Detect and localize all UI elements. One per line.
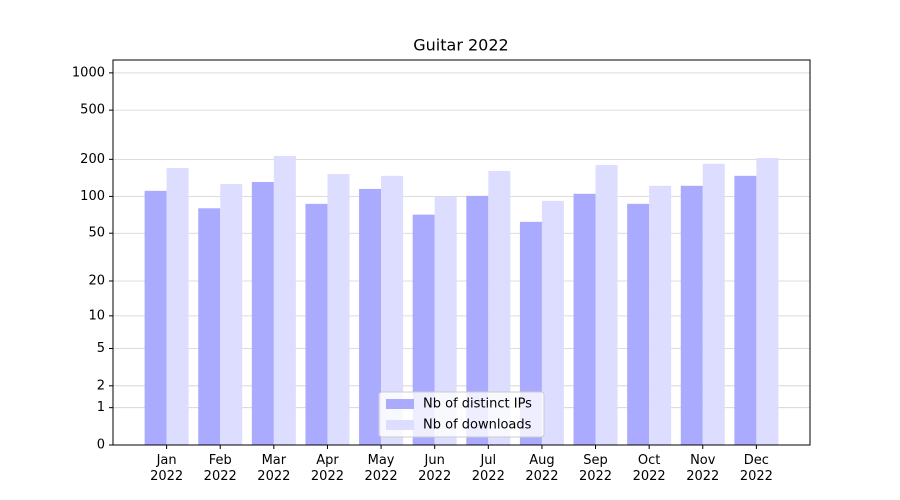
- y-tick-label: 20: [88, 274, 105, 289]
- legend-swatch: [386, 420, 414, 430]
- bar: [144, 190, 167, 445]
- bar: [734, 175, 757, 445]
- bar: [488, 170, 511, 445]
- legend-box: [378, 391, 545, 438]
- y-tick-label: 50: [88, 226, 105, 241]
- x-tick-label: Jan 2022: [150, 453, 184, 484]
- chart-title: Guitar 2022: [413, 36, 508, 55]
- x-tick-label: Apr 2022: [310, 453, 344, 484]
- bar: [327, 174, 350, 445]
- axes-frame: [112, 59, 811, 446]
- bar: [434, 196, 457, 445]
- bar: [412, 214, 435, 445]
- legend-label: Nb of downloads: [423, 418, 532, 433]
- x-tick-label: Feb 2022: [203, 453, 237, 484]
- y-tick-label: 2: [97, 378, 105, 393]
- bar: [627, 203, 650, 445]
- bar: [251, 181, 274, 445]
- bar: [680, 185, 703, 446]
- bar: [519, 221, 542, 445]
- x-tick-label: Dec 2022: [739, 453, 773, 484]
- y-tick-label: 1000: [72, 65, 105, 80]
- y-tick-label: 10: [88, 308, 105, 323]
- bar: [756, 158, 779, 445]
- x-tick-label: Sep 2022: [578, 453, 613, 484]
- y-tick-label: 5: [97, 341, 105, 356]
- bar: [381, 175, 404, 445]
- x-tick-label: Oct 2022: [632, 453, 666, 484]
- legend-swatch: [386, 399, 414, 409]
- bar: [220, 184, 243, 446]
- x-tick-label: Mar 2022: [257, 453, 291, 484]
- bar: [649, 185, 672, 446]
- x-tick-label: Jul 2022: [471, 453, 505, 484]
- bar: [166, 168, 189, 446]
- bar: [305, 203, 328, 445]
- y-tick-label: 500: [80, 103, 105, 118]
- bar: [466, 195, 489, 445]
- bar: [273, 155, 296, 445]
- bar: [702, 163, 725, 445]
- x-tick-label: Nov 2022: [686, 453, 720, 484]
- x-tick-label: May 2022: [364, 453, 398, 484]
- bar: [541, 200, 564, 445]
- legend: Nb of distinct IPs Nb of downloads: [378, 391, 545, 438]
- y-tick-label: 100: [80, 189, 105, 204]
- bar: [359, 188, 382, 445]
- x-tick-label: Aug 2022: [525, 453, 559, 484]
- bar: [595, 164, 618, 445]
- y-tick-label: 0: [97, 438, 105, 453]
- bar: [198, 208, 221, 445]
- y-tick-label: 1: [97, 400, 105, 415]
- bar: [573, 193, 596, 445]
- x-tick-label: Jun 2022: [418, 453, 452, 484]
- y-tick-label: 200: [80, 152, 105, 167]
- legend-label: Nb of distinct IPs: [423, 397, 532, 412]
